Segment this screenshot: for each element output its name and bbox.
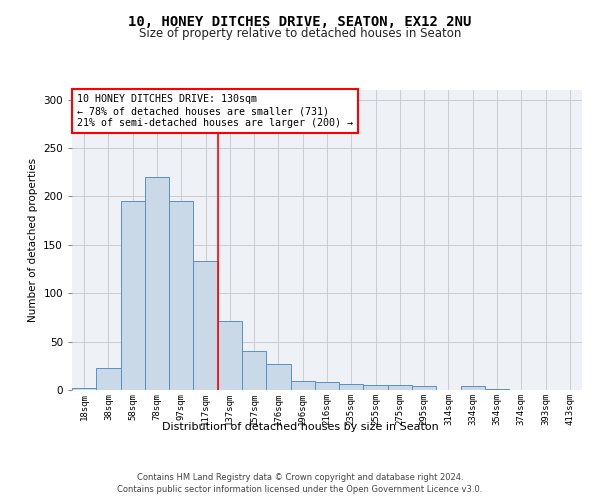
Bar	[145, 177, 169, 390]
Bar	[193, 262, 218, 390]
Bar	[315, 382, 339, 390]
Bar	[388, 385, 412, 390]
Text: Size of property relative to detached houses in Seaton: Size of property relative to detached ho…	[139, 28, 461, 40]
Bar	[121, 202, 145, 390]
Bar	[96, 368, 121, 390]
Bar	[169, 202, 193, 390]
Bar	[72, 388, 96, 390]
Bar	[339, 384, 364, 390]
Bar	[364, 385, 388, 390]
Bar	[266, 364, 290, 390]
Bar	[485, 389, 509, 390]
Y-axis label: Number of detached properties: Number of detached properties	[28, 158, 38, 322]
Bar	[461, 386, 485, 390]
Bar	[242, 352, 266, 390]
Text: Contains HM Land Registry data © Crown copyright and database right 2024.: Contains HM Land Registry data © Crown c…	[137, 472, 463, 482]
Text: Distribution of detached houses by size in Seaton: Distribution of detached houses by size …	[161, 422, 439, 432]
Text: 10, HONEY DITCHES DRIVE, SEATON, EX12 2NU: 10, HONEY DITCHES DRIVE, SEATON, EX12 2N…	[128, 15, 472, 29]
Bar	[218, 322, 242, 390]
Bar	[290, 382, 315, 390]
Text: Contains public sector information licensed under the Open Government Licence v3: Contains public sector information licen…	[118, 485, 482, 494]
Text: 10 HONEY DITCHES DRIVE: 130sqm
← 78% of detached houses are smaller (731)
21% of: 10 HONEY DITCHES DRIVE: 130sqm ← 78% of …	[77, 94, 353, 128]
Bar	[412, 386, 436, 390]
